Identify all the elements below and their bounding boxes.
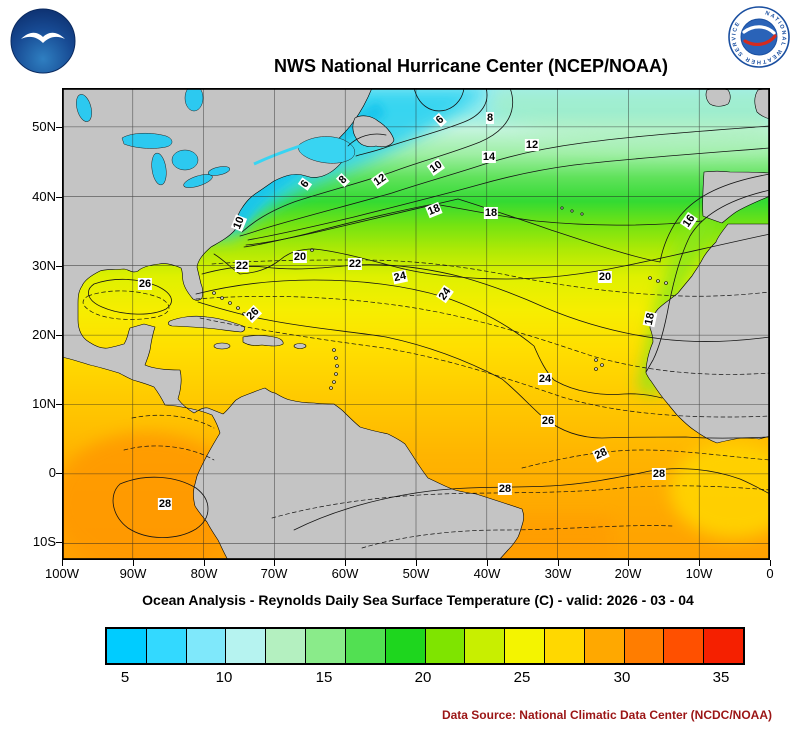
lat-tick: 10N bbox=[32, 396, 56, 411]
nws-logo: NATIONAL WEATHER SERVICE bbox=[728, 6, 790, 73]
americas-landmass bbox=[62, 88, 524, 560]
axis-tick bbox=[204, 560, 205, 566]
sst-contours bbox=[82, 88, 770, 549]
axis-tick bbox=[487, 560, 488, 566]
colorbar-segment bbox=[584, 629, 625, 663]
map-canvas bbox=[62, 88, 770, 560]
lon-tick: 80W bbox=[190, 566, 218, 581]
hispaniola bbox=[242, 335, 284, 347]
colorbar-segment bbox=[465, 629, 506, 663]
axis-tick bbox=[345, 560, 346, 566]
noaa-logo bbox=[10, 8, 76, 79]
colorbar-tick: 15 bbox=[315, 669, 333, 686]
puerto-rico bbox=[293, 343, 307, 349]
lon-tick: 60W bbox=[331, 566, 359, 581]
colorbar-segment bbox=[385, 629, 426, 663]
colorbar-tick: 25 bbox=[513, 669, 531, 686]
axis-tick bbox=[770, 560, 771, 566]
colorbar-tick: 10 bbox=[215, 669, 233, 686]
axis-tick bbox=[56, 404, 62, 405]
lon-tick: 70W bbox=[260, 566, 288, 581]
ireland bbox=[705, 88, 731, 107]
colorbar-segment bbox=[544, 629, 585, 663]
axis-tick bbox=[56, 127, 62, 128]
colorbar-tick: 20 bbox=[414, 669, 432, 686]
axis-tick bbox=[56, 473, 62, 474]
colorbar-segment bbox=[266, 629, 307, 663]
colorbar bbox=[105, 627, 745, 665]
jamaica bbox=[213, 342, 231, 350]
cuba bbox=[167, 315, 246, 333]
colorbar-segment bbox=[425, 629, 466, 663]
inland-waters bbox=[76, 88, 355, 188]
colorbar-segment bbox=[345, 629, 386, 663]
lat-tick: 0 bbox=[48, 465, 56, 480]
lat-tick: 50N bbox=[32, 119, 56, 134]
data-source: Data Source: National Climatic Data Cent… bbox=[441, 708, 772, 722]
lat-tick: 20N bbox=[32, 327, 56, 342]
axis-tick bbox=[628, 560, 629, 566]
lon-tick: 90W bbox=[119, 566, 147, 581]
lon-tick: 40W bbox=[473, 566, 501, 581]
axis-tick bbox=[56, 542, 62, 543]
colorbar-labels: 5 10 15 20 25 30 35 bbox=[105, 669, 741, 689]
africa-landmass bbox=[645, 223, 770, 444]
axis-tick bbox=[56, 197, 62, 198]
axis-tick bbox=[416, 560, 417, 566]
lon-tick: 0 bbox=[766, 566, 774, 581]
axis-tick bbox=[558, 560, 559, 566]
page-title: NWS National Hurricane Center (NCEP/NOAA… bbox=[273, 56, 669, 76]
axis-tick bbox=[56, 266, 62, 267]
noaa-logo-icon bbox=[10, 8, 76, 74]
sst-map: 6 8 12 10 14 6 8 12 10 18 18 16 22 20 22… bbox=[62, 88, 770, 560]
colorbar-tick: 5 bbox=[120, 669, 130, 686]
white-swoosh-icon bbox=[742, 25, 776, 35]
lon-tick: 20W bbox=[614, 566, 642, 581]
map-frame bbox=[62, 88, 770, 560]
colorbar-segment bbox=[704, 629, 743, 663]
iberia bbox=[702, 170, 770, 224]
landmasses bbox=[62, 88, 770, 560]
colorbar-tick: 30 bbox=[613, 669, 631, 686]
axis-tick bbox=[56, 335, 62, 336]
axis-tick bbox=[699, 560, 700, 566]
axis-tick bbox=[274, 560, 275, 566]
map-caption: Ocean Analysis - Reynolds Daily Sea Surf… bbox=[142, 592, 694, 608]
lon-tick: 30W bbox=[544, 566, 572, 581]
colorbar-segment bbox=[306, 629, 346, 663]
newfoundland bbox=[352, 115, 395, 148]
colorbar-segment bbox=[107, 629, 147, 663]
graticule bbox=[62, 88, 770, 560]
colorbar-segment bbox=[664, 629, 705, 663]
red-swoosh-icon bbox=[743, 34, 777, 47]
colorbar-segment bbox=[146, 629, 187, 663]
lat-tick: 30N bbox=[32, 258, 56, 273]
colorbar-segment bbox=[624, 629, 665, 663]
lat-tick: 10S bbox=[32, 534, 56, 549]
britain bbox=[754, 88, 770, 120]
lon-tick: 50W bbox=[402, 566, 430, 581]
lat-tick: 40N bbox=[32, 189, 56, 204]
colorbar-tick: 35 bbox=[712, 669, 730, 686]
lon-tick: 10W bbox=[685, 566, 713, 581]
colorbar-segment bbox=[226, 629, 267, 663]
axis-tick bbox=[62, 560, 63, 566]
axis-tick bbox=[133, 560, 134, 566]
colorbar-segment bbox=[186, 629, 227, 663]
nws-logo-icon: NATIONAL WEATHER SERVICE bbox=[728, 6, 790, 68]
lon-tick: 100W bbox=[45, 566, 79, 581]
colorbar-segment bbox=[505, 629, 545, 663]
seagull-icon bbox=[21, 32, 65, 43]
